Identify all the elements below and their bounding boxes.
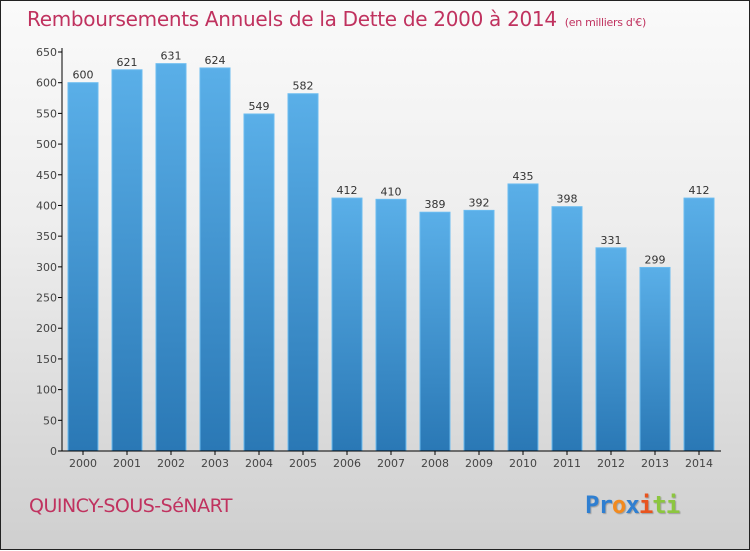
value-label-2010: 435 [513,170,534,183]
value-label-2008: 389 [425,198,446,211]
x-tick-label-2010: 2010 [509,457,537,470]
x-tick-label-2002: 2002 [157,457,185,470]
x-tick-label-2003: 2003 [201,457,229,470]
x-tick-label-2008: 2008 [421,457,449,470]
x-tick-label-2001: 2001 [113,457,141,470]
bar-2007 [375,198,407,452]
bar-2006 [331,197,363,452]
logo-letter: P [585,491,599,519]
bar-2002 [155,63,187,452]
y-tick-label: 600 [36,77,57,90]
bar-2003 [199,67,231,452]
bar-2000 [67,82,99,452]
bar-2010 [507,183,539,452]
x-axis: 2000 2001 2002 2003 2004 2005 2006 2007 2008 2009… [62,450,721,470]
bar-2005 [287,93,319,452]
logo-letter: x [625,491,639,519]
logo-letter: i [665,491,680,519]
bar-2001 [111,69,143,452]
x-tick-label-2006: 2006 [333,457,361,470]
value-label-2009: 392 [469,196,490,209]
bar-2009 [463,209,495,452]
value-label-2006: 412 [337,184,358,197]
title-text: Remboursements Annuels de la Dette de 20… [27,7,557,31]
value-label-2011: 398 [557,193,578,206]
x-tick-label-2007: 2007 [377,457,405,470]
y-tick-label: 250 [36,292,57,305]
y-tick-label: 300 [36,261,57,274]
city-name: QUINCY-SOUS-SéNART [29,495,233,517]
value-label-2004: 549 [249,100,270,113]
logo-letter: t [652,491,666,519]
y-tick-label: 550 [36,107,57,120]
x-tick-label-2012: 2012 [597,457,625,470]
logo-letter: o [611,491,626,519]
value-label-2007: 410 [381,185,402,198]
x-tick-label-2013: 2013 [641,457,669,470]
x-tick-label-2004: 2004 [245,457,273,470]
value-label-2000: 600 [73,69,94,82]
y-tick-label: 100 [36,384,57,397]
value-label-2002: 631 [161,50,182,63]
y-tick-label: 150 [36,353,57,366]
y-axis: 0 50 100 150 200 250 300 350 400 450 500 550 600 650 [36,46,63,458]
bar-2011 [551,206,583,452]
unit-note: (en milliers d'€) [564,16,646,29]
bar-2004 [243,113,275,452]
value-label-2013: 299 [645,253,666,266]
y-tick-label: 450 [36,169,57,182]
y-tick-label: 400 [36,199,57,212]
logo-letter: r [598,491,612,519]
x-tick-label-2009: 2009 [465,457,493,470]
x-tick-label-2005: 2005 [289,457,317,470]
x-tick-label-2011: 2011 [553,457,581,470]
value-label-2003: 624 [205,54,226,67]
value-label-2005: 582 [293,80,314,93]
y-tick-label: 650 [36,46,57,59]
value-label-2001: 621 [117,56,138,69]
y-tick-label: 0 [50,445,57,458]
y-tick-label: 50 [43,414,57,427]
value-label-2012: 331 [601,234,622,247]
logo-letter: i [638,491,653,519]
chart-title: Remboursements Annuels de la Dette de 20… [27,7,646,31]
bar-2013 [639,266,671,452]
y-tick-label: 350 [36,230,57,243]
bars-group: 600 621 631 624 549 582 412 410 389 392 435 398 331 2… [67,50,715,452]
x-tick-label-2000: 2000 [69,457,97,470]
value-label-2014: 412 [689,184,710,197]
bar-2012 [595,247,627,452]
x-tick-label-2014: 2014 [685,457,713,470]
bar-2008 [419,211,451,452]
y-tick-label: 200 [36,322,57,335]
y-tick-label: 500 [36,138,57,151]
proxiti-logo: Proxiti [585,491,680,519]
bar-2014 [683,197,715,452]
